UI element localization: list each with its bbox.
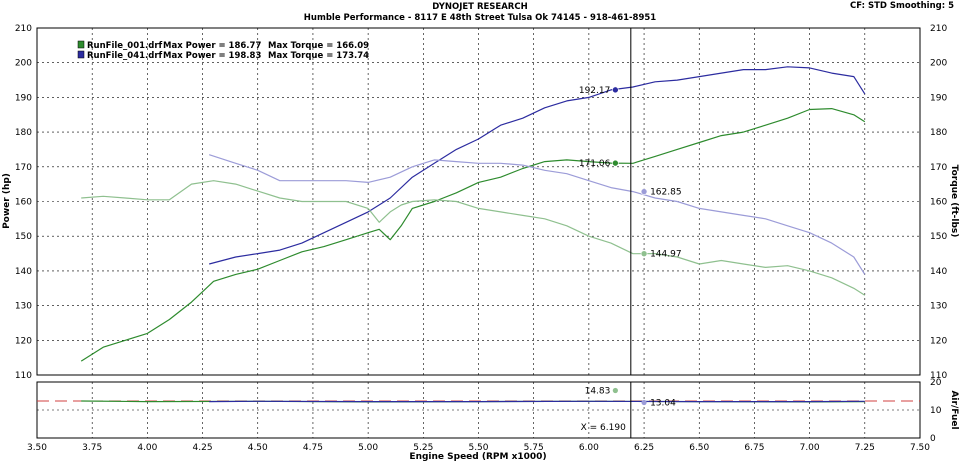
- torque-tick-label: 200: [930, 59, 947, 69]
- power-tick-label: 200: [15, 59, 32, 69]
- legend-swatch: [77, 50, 85, 59]
- legend-max-power: Max Power = 198.83: [163, 51, 261, 61]
- annotation-label: 171.06: [579, 159, 611, 169]
- legend-max-torque: Max Torque = 166.09: [268, 41, 369, 51]
- x-tick-label: 5.50: [468, 443, 488, 453]
- x-tick-label: 4.50: [248, 443, 268, 453]
- af-annotation-marker: [612, 387, 618, 394]
- torque-tick-label: 110: [930, 371, 947, 381]
- series-line-power_001: [80, 107, 866, 362]
- main-grid: [37, 28, 920, 375]
- y-axis-label-power: Power (hp): [2, 173, 12, 229]
- x-tick-label: 4.25: [193, 443, 213, 453]
- cursor-label: X = 6.190: [581, 423, 626, 433]
- x-tick-label: 7.25: [855, 443, 875, 453]
- annotation-label: 144.97: [650, 250, 682, 260]
- legend-file: RunFile_001.drf: [87, 41, 163, 51]
- series-line-torque_041: [209, 154, 866, 275]
- x-tick-label: 6.00: [579, 443, 599, 453]
- chart-title: DYNOJET RESEARCH: [432, 2, 528, 12]
- torque-tick-label: 170: [930, 163, 947, 173]
- x-tick-label: 5.00: [358, 443, 378, 453]
- power-tick-label: 150: [15, 232, 32, 242]
- power-tick-label: 140: [15, 267, 32, 277]
- torque-tick-label: 150: [930, 232, 947, 242]
- x-tick-label: 4.75: [303, 443, 323, 453]
- power-tick-label: 130: [15, 302, 32, 312]
- tick-labels: 3.50 3.75 4.00 4.25 4.50 4.75 5.00 5.25 5.50 5.75…: [15, 24, 948, 453]
- x-tick-label: 3.75: [82, 443, 102, 453]
- x-tick-label: 5.25: [413, 443, 433, 453]
- annotations: 192.17 171.06 162.85 144.97 14.83 13.04: [579, 86, 682, 409]
- x-tick-label: 6.75: [744, 443, 764, 453]
- legend-swatch: [77, 40, 85, 49]
- af-annotation-label: 13.04: [650, 398, 676, 408]
- af-tick-label: 10: [930, 406, 942, 416]
- af-grid: [37, 382, 920, 438]
- torque-tick-label: 130: [930, 302, 947, 312]
- legend-max-torque: Max Torque = 173.74: [268, 51, 369, 61]
- x-tick-label: 7.00: [800, 443, 820, 453]
- x-tick-label: 4.00: [137, 443, 157, 453]
- x-tick-label: 5.75: [524, 443, 544, 453]
- power-tick-label: 170: [15, 163, 32, 173]
- af-annotation-marker: [641, 399, 647, 406]
- series-line-torque_001: [81, 180, 866, 296]
- annotation-label: 162.85: [650, 188, 682, 198]
- annotation-marker: [612, 86, 619, 94]
- torque-tick-label: 140: [930, 267, 947, 277]
- x-axis-label: Engine Speed (RPM x1000): [409, 452, 546, 461]
- x-tick-label: 6.25: [634, 443, 654, 453]
- power-tick-label: 160: [15, 198, 32, 208]
- power-tick-label: 190: [15, 93, 32, 103]
- power-tick-label: 180: [15, 128, 32, 138]
- y-axis-label-torque: Torque (ft-lbs): [949, 165, 959, 238]
- legend-file: RunFile_041.drf: [87, 51, 163, 61]
- annotation-marker: [612, 159, 619, 167]
- torque-tick-label: 190: [930, 93, 947, 103]
- af-annotation-label: 14.83: [585, 386, 611, 396]
- series-layer: [80, 28, 866, 438]
- x-tick-label: 3.50: [27, 443, 47, 453]
- x-tick-label: 7.50: [910, 443, 930, 453]
- power-tick-label: 110: [15, 371, 32, 381]
- torque-tick-label: 210: [930, 24, 947, 34]
- power-tick-label: 120: [15, 336, 32, 346]
- annotation-label: 192.17: [579, 86, 611, 96]
- legend-max-power: Max Power = 186.77: [163, 41, 261, 51]
- torque-tick-label: 160: [930, 198, 947, 208]
- annotation-marker: [640, 188, 648, 195]
- y-axis-label-airfuel: Air/Fuel: [949, 390, 959, 429]
- af-tick-label: 0: [930, 434, 936, 444]
- chart-subtitle: Humble Performance - 8117 E 48th Street …: [303, 13, 657, 23]
- legend: RunFile_001.drf Max Power = 186.77 Max Tor…: [77, 40, 369, 61]
- annotation-marker: [640, 250, 648, 257]
- x-tick-label: 6.50: [689, 443, 709, 453]
- torque-tick-label: 120: [930, 336, 947, 346]
- series-line-power_041: [209, 66, 866, 265]
- power-tick-label: 210: [15, 24, 32, 34]
- torque-tick-label: 180: [930, 128, 947, 138]
- correction-factor-label: CF: STD Smoothing: 5: [850, 1, 954, 11]
- af-tick-label: 20: [930, 378, 942, 388]
